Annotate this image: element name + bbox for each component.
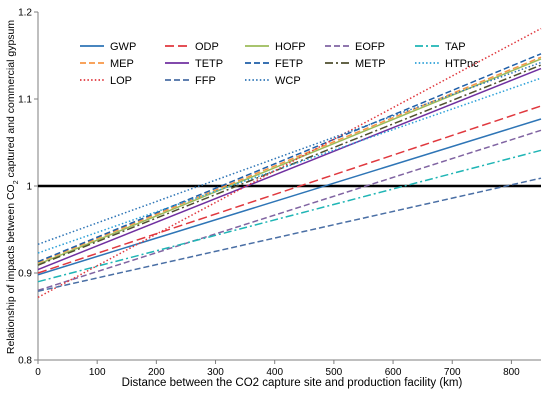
legend-item-htpnc: HTPnc <box>415 58 479 70</box>
legend-item-hofp: HOFP <box>245 41 306 53</box>
x-tick-label: 500 <box>326 367 343 378</box>
legend-item-eofp: EOFP <box>325 41 385 53</box>
legend-label: FFP <box>195 75 216 87</box>
legend-item-tetp: TETP <box>165 58 223 70</box>
legend-label: GWP <box>110 41 136 53</box>
series-line-gwp <box>37 118 542 276</box>
axes-layer: 0.8 0.9 1 1.1 1.2 0 100 200 300 400 500 600 700 800 <box>18 8 541 378</box>
y-axis-label-part-1: Relationship of impacts between CO <box>5 184 17 354</box>
x-axis-label: Distance between the CO2 capture site an… <box>122 377 463 389</box>
legend-item-metp: METP <box>325 58 386 70</box>
series-line-odp <box>37 105 542 274</box>
x-tick-label: 800 <box>503 367 520 378</box>
y-axis-label-subscript: 2 <box>13 180 20 184</box>
legend-item-wcp: WCP <box>245 75 301 87</box>
legend-label: HOFP <box>275 41 306 53</box>
series-line-fetp <box>37 53 542 263</box>
y-tick-label: 1 <box>26 182 32 193</box>
series-line-hofp <box>37 58 542 265</box>
series-line-lop <box>37 27 542 299</box>
legend: GWP ODP HOFP EOFP TAP MEP TETP FETP METP HTPnc LOP… <box>80 41 479 87</box>
y-tick-label: 0.9 <box>18 269 32 280</box>
series-line-metp <box>37 64 542 266</box>
legend-label: EOFP <box>355 41 385 53</box>
legend-item-lop: LOP <box>80 75 132 87</box>
y-tick-label: 0.8 <box>18 356 32 367</box>
series-layer <box>37 27 542 299</box>
legend-item-fetp: FETP <box>245 58 303 70</box>
series-line-tetp <box>37 67 542 271</box>
legend-item-tap: TAP <box>415 41 466 53</box>
legend-label: TETP <box>195 58 223 70</box>
legend-label: ODP <box>195 41 219 53</box>
x-tick-label: 600 <box>385 367 402 378</box>
legend-item-mep: MEP <box>80 58 134 70</box>
legend-label: MEP <box>110 58 134 70</box>
legend-item-gwp: GWP <box>80 41 136 53</box>
legend-label: FETP <box>275 58 303 70</box>
y-tick-label: 1.2 <box>18 8 32 19</box>
series-line-tap <box>37 149 542 283</box>
x-tick-label: 700 <box>444 367 461 378</box>
series-line-eofp <box>37 129 542 292</box>
legend-item-odp: ODP <box>165 41 219 53</box>
legend-item-ffp: FFP <box>165 75 216 87</box>
legend-label: WCP <box>275 75 301 87</box>
y-axis-label-part-2: captured and commercial gypsum <box>5 20 17 181</box>
x-tick-label: 200 <box>148 367 165 378</box>
series-line-mep <box>37 56 542 264</box>
x-tick-label: 100 <box>89 367 106 378</box>
legend-label: HTPnc <box>445 58 479 70</box>
series-line-ffp <box>37 177 542 293</box>
x-tick-label: 300 <box>207 367 224 378</box>
y-tick-label: 1.1 <box>18 95 32 106</box>
legend-label: METP <box>355 58 386 70</box>
x-tick-label: 400 <box>266 367 283 378</box>
series-line-wcp <box>37 61 542 245</box>
y-axis-label: Relationship of impacts between CO2 capt… <box>5 20 20 354</box>
series-line-htpnc <box>37 77 542 254</box>
legend-label: LOP <box>110 75 132 87</box>
legend-label: TAP <box>445 41 466 53</box>
x-tick-label: 0 <box>35 367 41 378</box>
